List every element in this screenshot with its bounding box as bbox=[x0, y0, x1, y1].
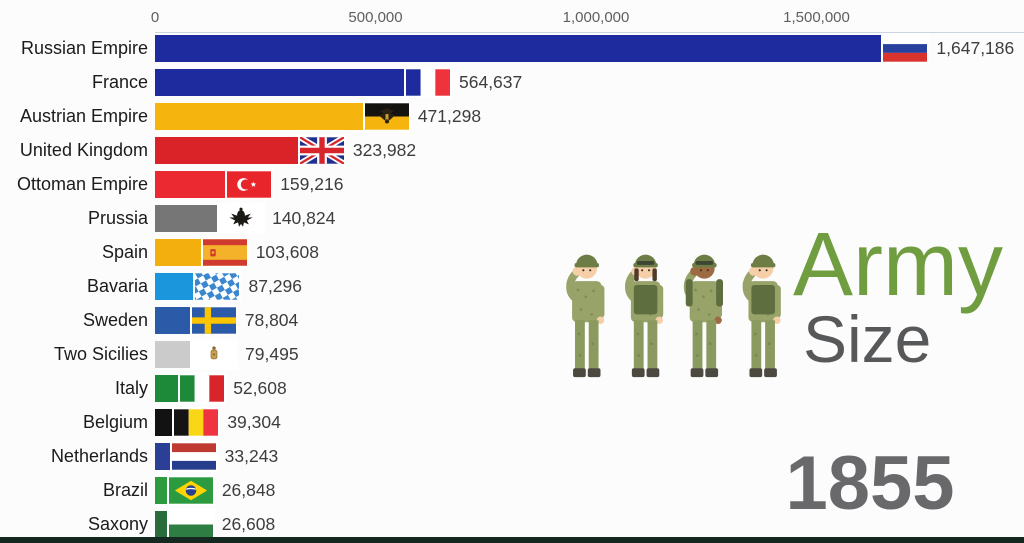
value-label: 564,637 bbox=[459, 71, 523, 92]
country-label: Netherlands bbox=[50, 446, 148, 467]
x-axis-tick: 0 bbox=[150, 9, 160, 26]
bar bbox=[155, 443, 170, 471]
value-label: 52,608 bbox=[233, 378, 287, 399]
x-axis-tick: 1,500,000 bbox=[783, 9, 850, 26]
bottom-frame-strip bbox=[0, 537, 1024, 543]
flag-ottoman-icon bbox=[227, 171, 272, 198]
flag-uk-icon bbox=[299, 136, 344, 164]
flag-two_sicilies-icon bbox=[192, 341, 237, 368]
value-label: 323,982 bbox=[352, 139, 417, 160]
army-word: Army bbox=[793, 215, 1003, 315]
bar bbox=[155, 409, 173, 437]
flag-bavaria-icon bbox=[195, 273, 240, 300]
flag-saxony-icon bbox=[168, 511, 213, 539]
bar bbox=[155, 170, 226, 198]
country-label: United Kingdom bbox=[19, 139, 148, 160]
value-label: 78,804 bbox=[244, 310, 299, 331]
bar bbox=[155, 341, 191, 369]
country-label: Spain bbox=[101, 241, 148, 262]
flag-brazil-icon bbox=[168, 477, 213, 505]
country-label: Bavaria bbox=[86, 275, 148, 296]
value-label: 103,608 bbox=[255, 241, 319, 262]
country-label: Russian Empire bbox=[20, 37, 148, 58]
bar bbox=[155, 136, 298, 164]
value-label: 26,608 bbox=[221, 514, 276, 535]
bar bbox=[155, 102, 363, 130]
country-label: Prussia bbox=[87, 207, 148, 228]
country-label: Brazil bbox=[102, 480, 148, 501]
bar bbox=[155, 34, 882, 62]
bar bbox=[155, 375, 179, 403]
bar bbox=[155, 238, 201, 266]
country-label: Ottoman Empire bbox=[16, 173, 148, 194]
country-label: Two Sicilies bbox=[53, 344, 148, 365]
flag-italy-icon bbox=[180, 375, 225, 402]
flag-france-icon bbox=[406, 68, 450, 96]
flag-prussia-icon bbox=[219, 205, 264, 232]
country-label: Belgium bbox=[82, 412, 148, 433]
value-label: 39,304 bbox=[227, 412, 281, 433]
value-label: 87,296 bbox=[248, 275, 303, 296]
value-label: 1,647,186 bbox=[936, 37, 1015, 58]
country-label: Saxony bbox=[87, 514, 148, 535]
value-label: 140,824 bbox=[272, 207, 336, 228]
value-label: 159,216 bbox=[280, 173, 344, 194]
soldiers-salute-illustration bbox=[556, 236, 792, 383]
bar bbox=[155, 204, 218, 232]
flag-russia-icon bbox=[883, 34, 928, 62]
flag-netherlands-icon bbox=[171, 443, 216, 471]
value-label: 79,495 bbox=[245, 344, 299, 365]
country-label: Italy bbox=[114, 378, 148, 399]
flag-sweden-icon bbox=[191, 307, 236, 334]
value-label: 471,298 bbox=[417, 105, 482, 126]
flag-austrian_empire-icon bbox=[364, 102, 409, 130]
year-label: 1855 bbox=[785, 441, 955, 526]
value-label: 26,848 bbox=[221, 480, 276, 501]
bar bbox=[155, 307, 190, 335]
x-axis-tick: 500,000 bbox=[348, 9, 403, 26]
bar bbox=[155, 68, 404, 96]
country-label: France bbox=[91, 71, 148, 92]
x-axis-line bbox=[155, 32, 1024, 33]
x-axis-tick: 1,000,000 bbox=[562, 9, 630, 26]
size-word: Size bbox=[803, 302, 932, 376]
bar bbox=[155, 477, 167, 505]
flag-spain-icon bbox=[202, 239, 247, 266]
country-label: Austrian Empire bbox=[19, 105, 148, 126]
bar bbox=[155, 511, 167, 539]
value-label: 33,243 bbox=[224, 446, 279, 467]
bar bbox=[155, 272, 194, 300]
country-label: Sweden bbox=[82, 310, 148, 331]
flag-belgium-icon bbox=[174, 409, 219, 436]
